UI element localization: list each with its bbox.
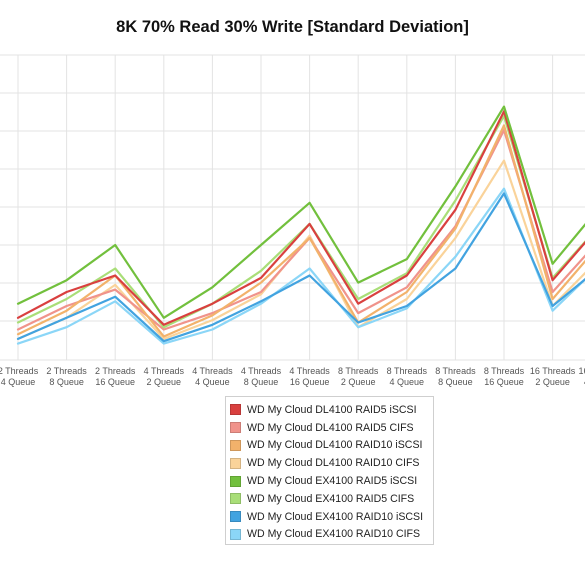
svg-text:16 Threads: 16 Threads (579, 366, 585, 376)
svg-text:4 Threads: 4 Threads (289, 366, 330, 376)
svg-text:4 Threads: 4 Threads (241, 366, 282, 376)
svg-text:8 Queue: 8 Queue (244, 377, 279, 387)
svg-text:2 Threads: 2 Threads (95, 366, 136, 376)
legend-label: WD My Cloud EX4100 RAID10 iSCSI (247, 510, 424, 523)
svg-text:2 Threads: 2 Threads (0, 366, 39, 376)
series-line-0 (16, 110, 585, 326)
svg-text:2 Queue: 2 Queue (535, 377, 570, 387)
legend-label: WD My Cloud DL4100 RAID5 iSCSI (247, 403, 417, 416)
svg-text:2 Queue: 2 Queue (147, 377, 182, 387)
legend-label: WD My Cloud EX4100 RAID5 iSCSI (247, 475, 418, 488)
legend-label: WD My Cloud DL4100 RAID10 CIFS (247, 457, 420, 470)
chart-legend: WD My Cloud DL4100 RAID5 iSCSI WD My Clou… (225, 396, 434, 545)
chart-grid (0, 54, 585, 361)
svg-text:4 Queue: 4 Queue (390, 377, 425, 387)
svg-text:8 Threads: 8 Threads (435, 366, 476, 376)
legend-item[interactable]: WD My Cloud EX4100 RAID10 CIFS (230, 526, 433, 544)
legend-item[interactable]: WD My Cloud DL4100 RAID5 iSCSI (230, 401, 433, 419)
svg-text:8 Threads: 8 Threads (387, 366, 428, 376)
legend-swatch (230, 404, 241, 416)
svg-text:2 Queue: 2 Queue (341, 377, 376, 387)
svg-text:4 Queue: 4 Queue (1, 377, 36, 387)
legend-item[interactable]: WD My Cloud EX4100 RAID10 iSCSI (230, 508, 433, 526)
legend-item[interactable]: WD My Cloud EX4100 RAID5 iSCSI (230, 472, 433, 490)
svg-text:4 Threads: 4 Threads (192, 366, 233, 376)
legend-label: WD My Cloud EX4100 RAID5 CIFS (247, 492, 415, 505)
chart-title: 8K 70% Read 30% Write [Standard Deviatio… (116, 18, 469, 36)
legend-swatch (230, 528, 241, 540)
series-line-3 (16, 159, 585, 340)
series-line-4 (16, 105, 585, 319)
series-line-1 (16, 129, 585, 331)
legend-item[interactable]: WD My Cloud EX4100 RAID5 CIFS (230, 490, 433, 508)
legend-swatch (230, 511, 241, 523)
svg-text:2 Threads: 2 Threads (46, 366, 87, 376)
legend-label: WD My Cloud EX4100 RAID10 CIFS (247, 528, 421, 541)
svg-text:16 Queue: 16 Queue (484, 377, 524, 387)
svg-text:4 Queue: 4 Queue (584, 377, 585, 387)
svg-text:8 Threads: 8 Threads (484, 366, 525, 376)
legend-label: WD My Cloud DL4100 RAID5 CIFS (247, 421, 414, 434)
legend-swatch (230, 493, 241, 505)
svg-text:4 Threads: 4 Threads (144, 366, 185, 376)
legend-swatch (230, 422, 241, 434)
svg-text:8 Threads: 8 Threads (338, 366, 379, 376)
svg-text:8 Queue: 8 Queue (49, 377, 84, 387)
legend-label: WD My Cloud DL4100 RAID10 iSCSI (247, 439, 423, 452)
svg-text:16 Queue: 16 Queue (95, 377, 135, 387)
legend-item[interactable]: WD My Cloud DL4100 RAID10 CIFS (230, 454, 433, 472)
legend-item[interactable]: WD My Cloud DL4100 RAID10 iSCSI (230, 437, 433, 455)
svg-text:16 Threads: 16 Threads (530, 366, 576, 376)
svg-text:16 Queue: 16 Queue (290, 377, 330, 387)
legend-swatch (230, 475, 241, 487)
series-line-6 (16, 192, 585, 343)
svg-text:4 Queue: 4 Queue (195, 377, 230, 387)
legend-swatch (230, 439, 241, 451)
series-line-5 (16, 114, 585, 329)
legend-item[interactable]: WD My Cloud DL4100 RAID5 CIFS (230, 419, 433, 437)
svg-text:8 Queue: 8 Queue (438, 377, 473, 387)
series-line-7 (16, 187, 585, 345)
chart-series (16, 105, 585, 345)
legend-swatch (230, 457, 241, 469)
